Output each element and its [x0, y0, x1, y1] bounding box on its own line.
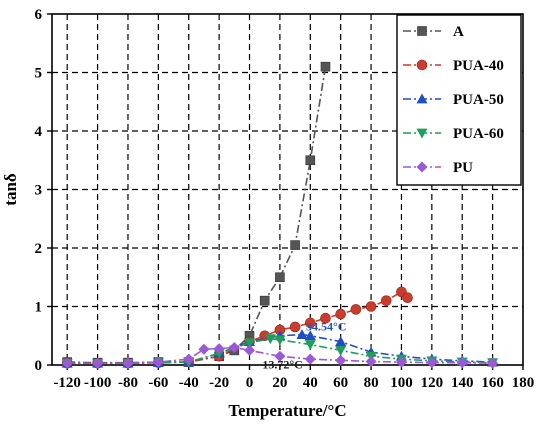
x-tick-label: -40: [179, 375, 199, 391]
legend-item-pua-60: PUA-60: [403, 126, 504, 142]
legend-item-pua-40: PUA-40: [403, 58, 504, 74]
x-tick-label: 180: [512, 375, 535, 391]
data-point-pua-40: [320, 312, 331, 324]
data-point-pua-40: [350, 304, 362, 315]
annotation-label: 34.54°C: [306, 320, 346, 334]
data-point-pua-40: [365, 301, 377, 312]
data-point-pu: [244, 344, 256, 356]
x-tick-label: 0: [246, 375, 254, 391]
data-point-pu: [335, 354, 347, 366]
x-tick-label: 120: [421, 375, 444, 391]
data-point-pu: [152, 356, 164, 368]
legend-item-a: A: [403, 24, 464, 40]
data-point-pu: [122, 357, 134, 369]
data-point-pua-50: [335, 336, 347, 346]
x-tick-label: -20: [209, 375, 229, 391]
legend-label: PUA-40: [453, 58, 504, 74]
annotation-label: 13.72°C: [262, 358, 302, 372]
legend-box: [396, 14, 522, 186]
legend-label: PU: [453, 160, 473, 176]
x-tick-label: 80: [364, 375, 379, 391]
data-point-a: [275, 272, 285, 283]
data-point-pua-60: [264, 334, 276, 345]
x-tick-label: 60: [333, 375, 348, 391]
y-tick-label: 2: [35, 241, 43, 257]
annotations: 34.54°C 13.72°C: [262, 320, 346, 372]
data-point-pu: [213, 343, 225, 355]
x-tick-label: 160: [481, 375, 504, 391]
data-point-pua-60: [304, 340, 316, 351]
data-point-pu: [228, 341, 240, 353]
legend-item-pu: PU: [403, 160, 473, 176]
data-point-pu: [487, 357, 499, 369]
legend-swatch-marker: [416, 93, 428, 104]
y-tick-label: 5: [35, 66, 43, 82]
x-tick-label: -120: [53, 375, 81, 391]
legend-swatch-marker: [416, 161, 428, 173]
x-tick-label: 140: [451, 375, 474, 391]
data-point-pua-50: [296, 329, 308, 339]
series-pua-40: [61, 286, 413, 369]
series-line-pu: [67, 346, 493, 365]
data-point-pu: [198, 343, 210, 355]
legend-label: PUA-60: [453, 126, 504, 142]
legend-swatch-marker: [416, 59, 428, 71]
data-point-pu: [365, 355, 377, 367]
x-tick-label: 40: [303, 375, 318, 391]
data-point-pu: [61, 357, 73, 369]
data-point-pua-50: [304, 330, 316, 341]
data-point-pu: [92, 357, 104, 369]
y-tick-label: 3: [35, 183, 43, 199]
data-point-pua-60: [274, 335, 286, 346]
x-tick-label: 20: [272, 375, 287, 391]
data-point-a: [259, 295, 270, 306]
y-tick-label: 0: [35, 358, 43, 374]
data-point-pua-40: [380, 295, 392, 306]
x-tick-label: -60: [148, 375, 168, 391]
x-tick-label: -80: [118, 375, 138, 391]
x-tick-label: -100: [84, 375, 112, 391]
data-point-pu: [426, 357, 438, 369]
data-point-pua-40: [304, 317, 316, 329]
y-tick-label: 6: [35, 7, 43, 23]
data-point-a: [290, 240, 300, 250]
x-tick-label: 100: [390, 375, 413, 391]
data-point-pua-40: [289, 321, 301, 333]
y-tick-label: 1: [35, 300, 43, 316]
series-a: [62, 61, 331, 368]
data-point-pua-40: [335, 308, 346, 320]
legend: A PUA-40 PUA-50 PUA-60 PU: [396, 14, 522, 186]
series-group: [61, 61, 499, 369]
data-point-pua-60: [335, 345, 347, 356]
y-axis-title: tanδ: [1, 173, 20, 206]
x-axis-title: Temperature/°C: [228, 401, 346, 420]
series-pu: [61, 341, 499, 369]
series-line-a: [67, 66, 327, 364]
data-point-pua-60: [244, 338, 256, 349]
data-point-pu: [456, 357, 468, 369]
legend-item-pua-50: PUA-50: [403, 92, 504, 108]
legend-swatch-marker: [416, 128, 428, 139]
data-point-a: [305, 155, 316, 166]
legend-swatch-marker: [417, 26, 427, 36]
legend-label: PUA-50: [453, 92, 504, 108]
data-point-pu: [304, 353, 316, 365]
data-point-a: [320, 61, 331, 72]
data-point-pu: [395, 356, 407, 368]
data-point-pu: [274, 350, 286, 362]
legend-label: A: [453, 24, 464, 40]
data-point-pua-40: [402, 292, 413, 304]
tick-labels: -120 -100 -80 -60 -40 -20 0 20 40 60 80 100 120 140 16…: [35, 7, 535, 391]
y-tick-label: 4: [35, 124, 43, 140]
data-point-pu: [183, 353, 195, 365]
